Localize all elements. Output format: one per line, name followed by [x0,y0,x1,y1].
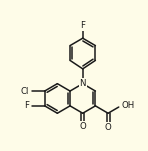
Text: O: O [79,122,86,131]
Text: N: N [79,79,86,88]
Text: F: F [24,101,29,110]
Text: Cl: Cl [21,87,29,96]
Text: O: O [105,123,111,132]
Text: OH: OH [121,101,135,110]
Text: F: F [80,21,85,30]
